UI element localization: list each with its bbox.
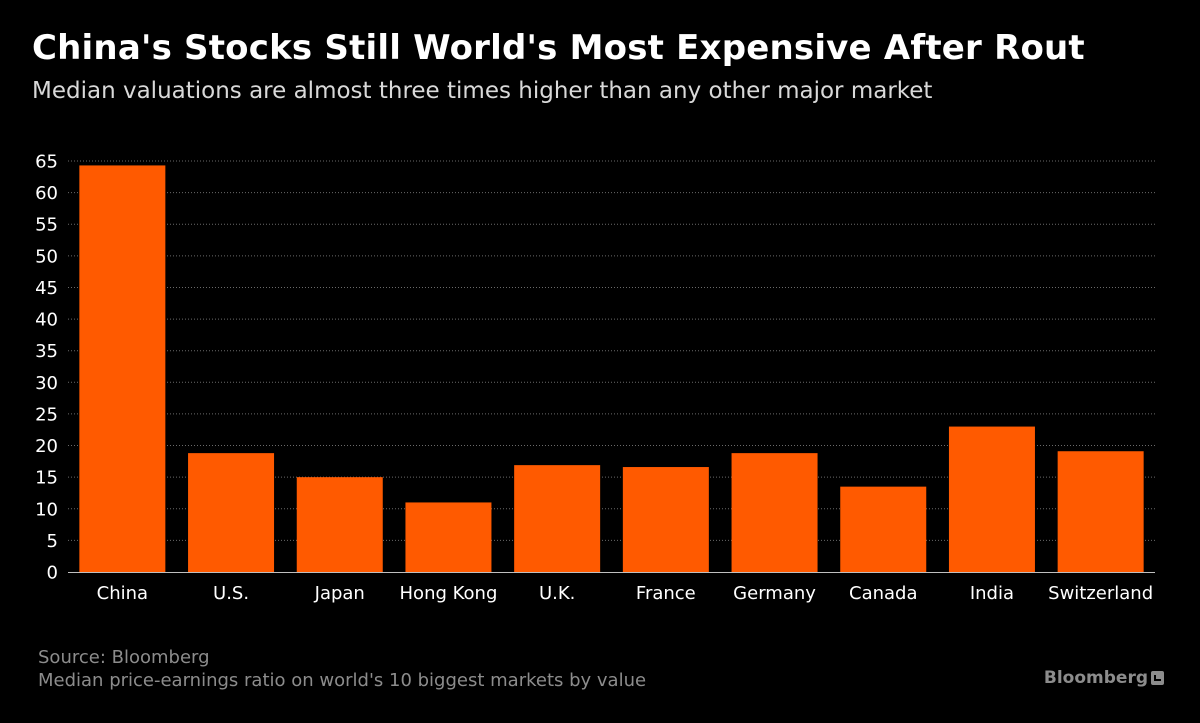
bar-u-k: [514, 465, 601, 572]
y-tick-label: 55: [35, 215, 58, 236]
bar-germany: [731, 453, 818, 572]
x-tick-label: India: [970, 583, 1014, 604]
x-axis-ticks: China U.S. Japan Hong Kong U.K. France Germany…: [97, 583, 1154, 604]
x-tick-label: China: [97, 583, 148, 604]
bar-hong-kong: [405, 502, 492, 572]
gridlines: [68, 160, 1155, 541]
bars: [79, 165, 1144, 572]
y-tick-label: 65: [35, 152, 58, 173]
x-tick-label: Japan: [314, 583, 365, 604]
bar-canada: [840, 486, 927, 572]
chart-title: China's Stocks Still World's Most Expens…: [32, 28, 1085, 68]
y-tick-label: 50: [35, 246, 58, 267]
y-tick-label: 45: [35, 278, 58, 299]
y-tick-label: 20: [35, 436, 58, 457]
x-tick-label: Switzerland: [1048, 583, 1153, 604]
x-tick-label: Hong Kong: [400, 583, 498, 604]
y-tick-label: 35: [35, 341, 58, 362]
y-tick-label: 30: [35, 373, 58, 394]
y-tick-label: 5: [47, 531, 58, 552]
y-tick-label: 15: [35, 468, 58, 489]
bar-india: [948, 426, 1035, 572]
bar-switzerland: [1057, 451, 1144, 572]
footnote: Median price-earnings ratio on world's 1…: [38, 670, 647, 691]
x-tick-label: Canada: [849, 583, 918, 604]
x-tick-label: France: [636, 583, 696, 604]
bar-u-s: [188, 453, 275, 572]
y-tick-label: 25: [35, 404, 58, 425]
x-tick-label: Germany: [733, 583, 816, 604]
chart-subtitle: Median valuations are almost three times…: [32, 78, 933, 104]
bloomberg-chart-icon: [1151, 671, 1164, 685]
y-tick-label: 40: [35, 310, 58, 331]
bar-china: [79, 165, 166, 572]
y-tick-label: 60: [35, 183, 58, 204]
x-tick-label: U.K.: [539, 583, 575, 604]
brand-logo-text: Bloomberg: [1043, 668, 1148, 688]
x-tick-label: U.S.: [213, 583, 249, 604]
y-tick-label: 10: [35, 499, 58, 520]
y-tick-label: 0: [47, 563, 58, 584]
bar-france: [622, 467, 709, 572]
y-axis-ticks: 0 5 10 15 20 25 30 35 40 45 50 55 60 65: [35, 152, 58, 584]
bar-japan: [296, 477, 383, 572]
source-note: Source: Bloomberg: [38, 647, 210, 668]
